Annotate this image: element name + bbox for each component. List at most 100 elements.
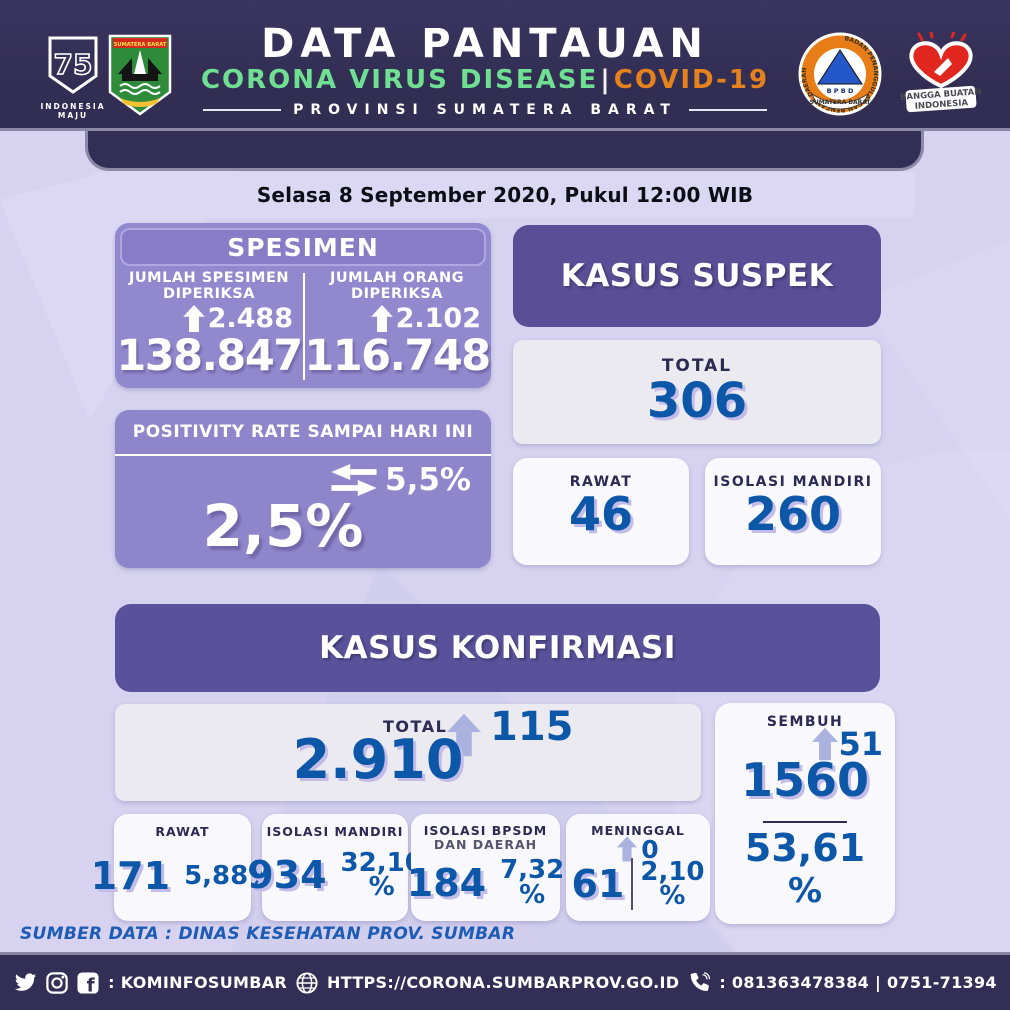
positivity-rate: 2,5% xyxy=(202,492,364,560)
bbi-icon: BANGGA BUATAN INDONESIA xyxy=(900,30,982,113)
konf-rawat-value: 171 xyxy=(90,854,171,899)
spesimen-title: SPESIMEN xyxy=(120,228,486,266)
spesimen-divider xyxy=(303,273,305,380)
phone-icon xyxy=(691,971,711,991)
bpbd-icon: BADAN PENANGGULANGAN BENCANA DAERAH B P … xyxy=(798,32,882,116)
suspek-isolasi-value: 260 xyxy=(744,487,842,541)
konf-im-pct: 32,10% xyxy=(340,847,423,903)
suspek-header: KASUS SUSPEK xyxy=(513,225,881,327)
konf-bpsdm-card: ISOLASI BPSDM DAN DAERAH 184 7,32% xyxy=(407,814,564,921)
page-subtitle: CORONA VIRUS DISEASE|COVID-19 xyxy=(160,65,810,96)
orang-value: 116.748 xyxy=(304,330,491,381)
sembuh-label: SEMBUH xyxy=(766,714,844,730)
globe-icon xyxy=(296,971,318,994)
sembuh-pct-unit: % xyxy=(787,871,823,911)
up-arrow-icon xyxy=(617,836,638,862)
spesimen-col-orang: JUMLAH ORANG DIPERIKSA 2.102 116.748 xyxy=(303,270,491,384)
konfirmasi-total-delta: 115 xyxy=(490,704,574,750)
konf-bpsdm-value: 184 xyxy=(406,860,487,905)
spesimen-value: 138.847 xyxy=(116,330,303,381)
sembuh-value: 1560 xyxy=(740,753,870,807)
suspek-total-value: 306 xyxy=(646,373,748,429)
sembuh-delta: 51 xyxy=(838,725,883,763)
facebook-icon: f xyxy=(77,971,99,994)
konf-isolasi-mandiri-card: ISOLASI MANDIRI 934 32,10% xyxy=(247,814,423,921)
title-block: DATA PANTAUAN CORONA VIRUS DISEASE|COVID… xyxy=(160,24,810,118)
konfirmasi-total-label: TOTAL xyxy=(383,717,448,736)
konfirmasi-header: KASUS KONFIRMASI xyxy=(115,604,880,692)
konfirmasi-total-card: TOTAL 115 2.910 xyxy=(115,704,701,801)
konf-meninggal-delta-row: 0 xyxy=(566,836,710,862)
konf-meninggal-card: MENINGGAL 0 61 2,10% xyxy=(566,814,710,921)
left-right-arrows-icon xyxy=(331,464,377,496)
sembuh-pct: 53,61 xyxy=(744,826,866,870)
spesimen-label: JUMLAH SPESIMEN DIPERIKSA xyxy=(128,270,290,302)
konf-im-label: ISOLASI MANDIRI xyxy=(266,824,404,839)
subtitle-disease: CORONA VIRUS DISEASE xyxy=(200,65,599,95)
province-line-left xyxy=(203,108,282,111)
suspek-rawat-value: 46 xyxy=(568,487,633,541)
spesimen-col-spesimen: JUMLAH SPESIMEN DIPERIKSA 2.488 138.847 xyxy=(115,270,303,384)
logo-sumatera-barat-crest: SUMATERA BARAT xyxy=(108,34,172,116)
footer-website: HTTPS://CORONA.SUMBARPROV.GO.ID xyxy=(327,973,680,992)
konf-im-value: 934 xyxy=(247,853,327,898)
konfirmasi-total-value: 2.910 xyxy=(292,728,464,791)
crest-banner-text: SUMATERA BARAT xyxy=(114,42,167,48)
suspek-total-card: TOTAL 306 xyxy=(513,340,881,444)
province-line: PROVINSI SUMATERA BARAT xyxy=(160,102,810,118)
subtitle-covid: COVID-19 xyxy=(613,65,770,95)
konf-bpsdm-label1: ISOLASI BPSDM xyxy=(423,823,548,838)
suspek-rawat-card: RAWAT 46 xyxy=(513,458,689,565)
suspek-rawat-label: RAWAT xyxy=(569,474,633,490)
konf-meninggal-pct: 2,10% xyxy=(640,856,705,912)
page-title: DATA PANTAUAN xyxy=(261,21,709,67)
logo-indonesia-maju: 75 INDONESIA MAJU xyxy=(40,36,106,121)
suspek-isolasi-card: ISOLASI MANDIRI 260 xyxy=(705,458,881,565)
subtitle-divider: | xyxy=(600,65,612,95)
orang-label: JUMLAH ORANG DIPERIKSA xyxy=(330,270,464,302)
footer: f : KOMINFOSUMBAR HTTPS://CORONA.SUMBARP… xyxy=(0,952,1010,1010)
bpbd-abbr: B P B D xyxy=(827,87,854,95)
sumbar-crest-icon: SUMATERA BARAT xyxy=(108,34,172,116)
svg-text:f: f xyxy=(87,975,96,994)
suspek-isolasi-label: ISOLASI MANDIRI xyxy=(713,474,873,490)
twitter-icon xyxy=(15,972,37,991)
suspek-total-label: TOTAL xyxy=(661,356,733,376)
province-label: PROVINSI SUMATERA BARAT xyxy=(293,101,677,118)
sembuh-divider xyxy=(763,821,847,823)
konf-rawat-card: RAWAT 171 5,88% xyxy=(91,814,274,921)
bpbd-bottom-text: SUMATERA BARAT xyxy=(810,99,872,106)
positivity-divider xyxy=(115,454,491,456)
konf-bpsdm-label2: DAN DAERAH xyxy=(433,837,538,853)
positivity-change-row: 5,5% xyxy=(331,462,471,498)
date-strip: Selasa 8 September 2020, Pukul 12:00 WIB xyxy=(95,172,915,218)
svg-text:75: 75 xyxy=(54,48,93,81)
footer-social-handle: : KOMINFOSUMBAR xyxy=(108,973,288,992)
source-line: SUMBER DATA : DINAS KESEHATAN PROV. SUMB… xyxy=(20,924,516,944)
sembuh-card: SEMBUH 51 1560 53,61 % xyxy=(715,703,895,924)
up-arrow-icon xyxy=(370,304,393,332)
header-content: 75 INDONESIA MAJU SUMATERA BARAT DATA PA… xyxy=(0,0,1010,168)
konf-meninggal-label: MENINGGAL xyxy=(591,823,685,838)
province-line-right xyxy=(688,108,767,111)
konf-bpsdm-pct: 7,32% xyxy=(500,855,565,910)
sembuh-delta-row: 51 xyxy=(812,725,883,763)
spesimen-panel: SPESIMEN JUMLAH SPESIMEN DIPERIKSA 2.488 … xyxy=(115,223,491,388)
logo-bpbd: BADAN PENANGGULANGAN BENCANA DAERAH B P … xyxy=(798,32,882,116)
date-text: Selasa 8 September 2020, Pukul 12:00 WIB xyxy=(256,183,754,207)
bbi-line2: INDONESIA xyxy=(914,98,968,112)
orang-delta: 2.102 xyxy=(395,302,481,334)
stat-divider xyxy=(631,858,634,911)
positivity-title: POSITIVITY RATE SAMPAI HARI INI xyxy=(132,422,474,442)
indonesia-maju-75-icon: 75 xyxy=(48,36,98,94)
konf-meninggal-delta: 0 xyxy=(641,834,659,864)
instagram-icon xyxy=(46,971,68,994)
konf-rawat-label: RAWAT xyxy=(155,824,210,839)
konf-rawat-pct: 5,88% xyxy=(184,861,275,892)
up-arrow-icon xyxy=(447,713,481,757)
up-arrow-icon xyxy=(812,727,839,761)
logo-im-caption2: MAJU xyxy=(57,111,89,121)
spesimen-delta: 2.488 xyxy=(207,302,293,334)
footer-phones: : 081363478384 | 0751-71394 xyxy=(719,973,997,992)
positivity-change: 5,5% xyxy=(385,462,471,498)
